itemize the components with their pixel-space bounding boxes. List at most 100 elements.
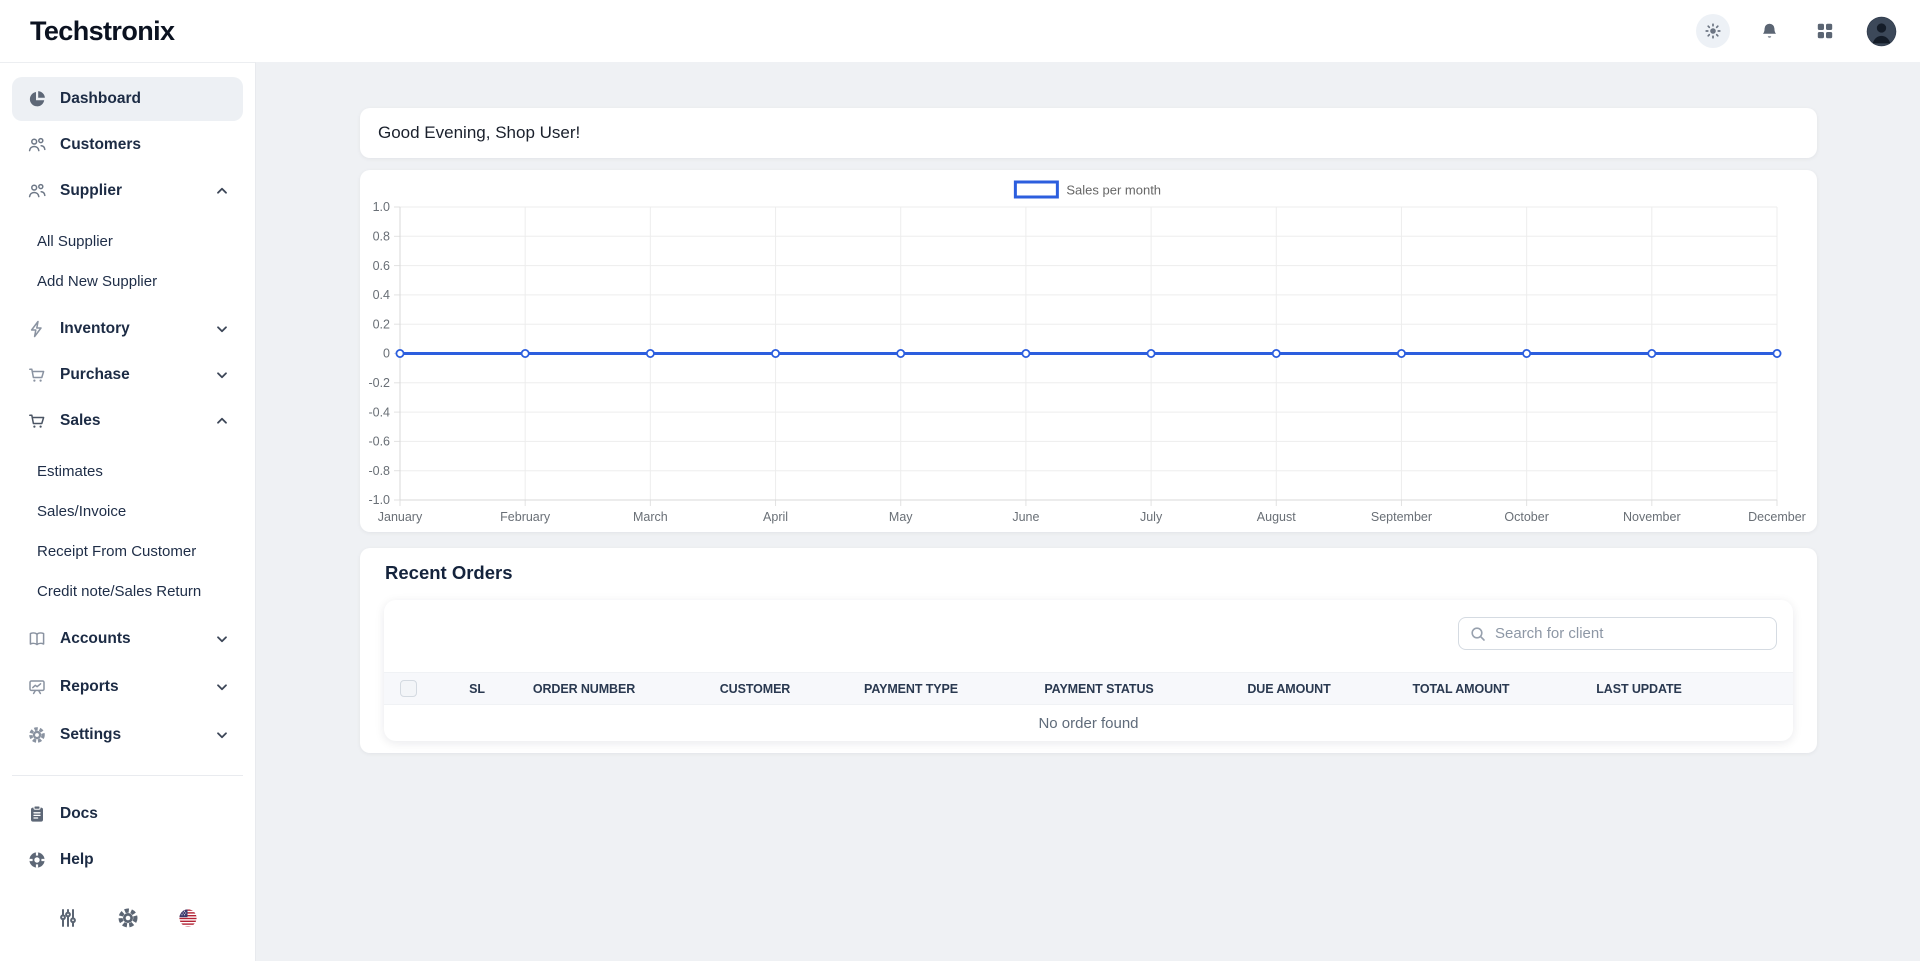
sidebar-item-help[interactable]: Help <box>12 838 243 882</box>
sidebar-item-receipt-from-customer[interactable]: Receipt From Customer <box>37 542 197 560</box>
sidebar-item-estimates[interactable]: Estimates <box>37 462 103 480</box>
svg-text:0.6: 0.6 <box>373 259 390 273</box>
sidebar-item-label: Help <box>60 851 94 868</box>
sidebar-divider <box>12 775 243 776</box>
greeting-text: Good Evening, Shop User! <box>378 123 581 142</box>
svg-text:January: January <box>378 510 423 524</box>
bell-icon <box>1759 21 1780 42</box>
chevron-down-icon <box>215 322 229 336</box>
lifebuoy-icon <box>27 850 47 870</box>
main-content: Good Evening, Shop User! 1.0 0.8 0.6 0.4 0.2… <box>256 0 1920 753</box>
notifications-button[interactable] <box>1752 14 1786 48</box>
sidebar-item-label: Dashboard <box>60 90 141 107</box>
sidebar-item-label: Supplier <box>60 182 123 199</box>
sidebar-item-accounts[interactable]: Accounts <box>12 617 243 661</box>
sidebar-item-label: Purchase <box>60 366 130 383</box>
pie-chart-icon <box>27 89 47 109</box>
sidebar-item-label: Settings <box>60 726 122 743</box>
sidebar-item-sales[interactable]: Sales <box>12 399 243 443</box>
svg-text:-0.8: -0.8 <box>368 464 390 478</box>
profile-avatar-button[interactable] <box>1864 14 1898 48</box>
recent-orders-card: Recent Orders SL ORDER NUMBER <box>360 548 1817 753</box>
sidebar-item-settings[interactable]: Settings <box>12 713 243 757</box>
svg-text:0.8: 0.8 <box>373 230 390 244</box>
chevron-down-icon <box>215 368 229 382</box>
sidebar-item-label: Customers <box>60 136 141 153</box>
sidebar-item-all-supplier[interactable]: All Supplier <box>37 232 113 250</box>
svg-text:-1.0: -1.0 <box>368 493 390 507</box>
column-header-due-amount: DUE AMOUNT <box>1247 681 1331 696</box>
column-header-last-update: LAST UPDATE <box>1596 681 1682 696</box>
chevron-down-icon <box>215 728 229 742</box>
gear-icon <box>27 725 47 745</box>
svg-text:July: July <box>1140 510 1163 524</box>
recent-orders-title: Recent Orders <box>385 562 513 583</box>
column-header-customer: CUSTOMER <box>719 681 791 696</box>
us-flag-icon[interactable] <box>177 907 199 929</box>
svg-text:September: September <box>1371 510 1432 524</box>
select-all-cell <box>384 680 440 697</box>
filters-icon[interactable] <box>57 907 79 929</box>
sidebar-footer-icons <box>0 906 255 930</box>
sidebar-item-supplier[interactable]: Supplier <box>12 169 243 213</box>
svg-text:-0.6: -0.6 <box>368 435 390 449</box>
sales-chart-card: 1.0 0.8 0.6 0.4 0.2 0 -0.2 -0.4 -0.6 -0.8 -1.0 Janu… <box>360 170 1817 532</box>
svg-text:May: May <box>889 510 913 524</box>
clipboard-icon <box>27 804 47 824</box>
svg-text:0.2: 0.2 <box>373 317 390 331</box>
sidebar-item-add-new-supplier[interactable]: Add New Supplier <box>37 272 158 290</box>
svg-text:June: June <box>1012 510 1039 524</box>
chevron-down-icon <box>215 632 229 646</box>
sidebar: Dashboard Customers Supplier A <box>0 62 256 961</box>
svg-text:1.0: 1.0 <box>373 200 390 214</box>
sidebar-item-sales-invoice[interactable]: Sales/Invoice <box>37 502 127 520</box>
svg-text:November: November <box>1623 510 1681 524</box>
sidebar-item-inventory[interactable]: Inventory <box>12 307 243 351</box>
svg-text:April: April <box>763 510 788 524</box>
chart-legend-item[interactable]: Sales per month <box>1013 180 1161 199</box>
grid-icon <box>1815 21 1835 41</box>
sales-per-month-chart: 1.0 0.8 0.6 0.4 0.2 0 -0.2 -0.4 -0.6 -0.8 -1.0 Janu… <box>368 180 1806 524</box>
theme-toggle-button[interactable] <box>1696 14 1730 48</box>
column-header-sl: SL <box>469 681 485 696</box>
select-all-checkbox[interactable] <box>400 680 417 697</box>
column-header-payment-type: PAYMENT TYPE <box>864 681 958 696</box>
svg-text:August: August <box>1257 510 1296 524</box>
sidebar-item-label: Docs <box>60 805 98 822</box>
chart-board-icon <box>27 677 47 697</box>
sidebar-item-customers[interactable]: Customers <box>12 123 243 167</box>
supplier-submenu: All Supplier Add New Supplier <box>0 221 255 301</box>
sidebar-item-reports[interactable]: Reports <box>12 665 243 709</box>
settings-gear-icon[interactable] <box>116 906 140 930</box>
svg-text:0.4: 0.4 <box>373 288 390 302</box>
sidebar-item-dashboard[interactable]: Dashboard <box>12 77 243 121</box>
client-search-box <box>1458 617 1777 650</box>
sidebar-item-credit-note-sales-return[interactable]: Credit note/Sales Return <box>37 582 202 600</box>
open-book-icon <box>27 629 47 649</box>
sidebar-item-docs[interactable]: Docs <box>12 792 243 836</box>
app-header: Techstronix <box>0 0 1920 62</box>
svg-text:October: October <box>1504 510 1548 524</box>
apps-menu-button[interactable] <box>1808 14 1842 48</box>
orders-table-header: SL ORDER NUMBER CUSTOMER PAYMENT TYPE PA… <box>384 672 1793 705</box>
sidebar-item-label: Inventory <box>60 320 130 337</box>
svg-text:Sales per month: Sales per month <box>1066 183 1161 198</box>
search-icon <box>1469 625 1487 643</box>
brand-logo: Techstronix <box>30 15 175 46</box>
column-header-order-number: ORDER NUMBER <box>532 681 636 696</box>
chevron-up-icon <box>215 184 229 198</box>
svg-text:December: December <box>1748 510 1806 524</box>
column-header-total-amount: TOTAL AMOUNT <box>1412 681 1510 696</box>
sales-submenu: Estimates Sales/Invoice Receipt From Cus… <box>0 451 255 611</box>
sidebar-item-purchase[interactable]: Purchase <box>12 353 243 397</box>
users-icon <box>27 181 47 201</box>
orders-toolbar <box>384 600 1793 672</box>
header-actions <box>1696 14 1898 48</box>
cart-icon <box>27 411 47 431</box>
svg-text:March: March <box>633 510 668 524</box>
client-search-input[interactable] <box>1495 625 1766 642</box>
column-header-payment-status: PAYMENT STATUS <box>1044 681 1154 696</box>
svg-text:0: 0 <box>383 347 390 361</box>
sidebar-item-label: Sales <box>60 412 101 429</box>
avatar-icon <box>1866 16 1897 47</box>
